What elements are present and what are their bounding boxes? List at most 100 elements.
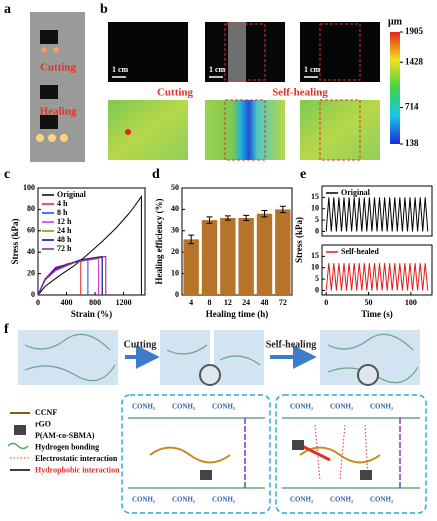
panel-label: a <box>4 2 11 17</box>
group-label: CONH₂ <box>212 403 235 411</box>
plot-frame <box>321 244 433 296</box>
x-tick-label: 0 <box>324 298 328 307</box>
legend-label: 72 h <box>57 244 72 253</box>
height-map <box>108 100 188 160</box>
y-tick-label: 5 <box>315 215 319 224</box>
region <box>319 99 361 161</box>
device <box>40 30 58 44</box>
group-label: CONH₂ <box>172 496 195 504</box>
bar <box>183 239 199 295</box>
cutting-label: Cutting <box>157 87 194 99</box>
x-tick-label: 12 <box>224 298 232 307</box>
panel-label: f <box>4 322 9 337</box>
height-map <box>205 100 285 160</box>
network <box>214 330 264 385</box>
x-tick-label: 100 <box>405 298 417 307</box>
device <box>40 85 58 99</box>
series-line <box>325 263 429 291</box>
x-tick-label: 8 <box>208 298 212 307</box>
rgo <box>200 470 212 480</box>
device <box>40 115 58 129</box>
legend-rgo <box>14 425 26 435</box>
plot-frame <box>321 185 433 237</box>
image <box>108 22 188 82</box>
legend-label: Hydrophobic interaction <box>35 465 120 474</box>
y-tick-label: 0 <box>31 290 35 299</box>
legend-label: CCNF <box>35 408 57 417</box>
colorbar-label: 714 <box>405 102 419 112</box>
bar <box>238 217 254 295</box>
y-axis-label: Stress (kPa) <box>10 218 20 264</box>
y-tick-label: 100 <box>23 183 35 192</box>
x-tick-label: 0 <box>36 298 40 307</box>
scale-label: 1 cm <box>112 65 129 74</box>
region <box>224 23 266 81</box>
network <box>18 330 118 385</box>
chains <box>24 333 419 384</box>
error-bar <box>243 214 250 222</box>
y-tick-label: 20 <box>171 247 179 256</box>
group-label: CONH₂ <box>370 403 393 411</box>
group-label: CONH₂ <box>132 403 155 411</box>
cellulose <box>149 446 381 464</box>
magnifier <box>357 364 379 386</box>
lamp <box>41 47 47 53</box>
y-tick-label: 0 <box>315 285 319 294</box>
y-axis-label: Healing efficiency (%) <box>154 199 164 285</box>
colorbar-label: 138 <box>405 138 419 148</box>
spot <box>125 129 131 135</box>
image <box>300 22 380 82</box>
plot-frame <box>37 187 146 296</box>
y-tick-label: 10 <box>311 204 319 213</box>
y-tick-label: 0 <box>175 290 179 299</box>
x-tick-label: 800 <box>89 298 101 307</box>
y-tick-label: 60 <box>27 226 35 235</box>
y-tick-label: 5 <box>315 274 319 283</box>
series-line <box>325 197 429 232</box>
panel-label: e <box>300 167 306 182</box>
legend-label: Electrostatic interaction <box>35 454 118 463</box>
panel-label: d <box>152 167 160 182</box>
legend-label: rGO <box>35 419 51 428</box>
legend-label: Original <box>341 188 371 197</box>
y-tick-label: 0 <box>315 226 319 235</box>
bar <box>275 209 291 295</box>
schematic <box>7 330 427 514</box>
error-bar <box>279 205 286 214</box>
legend-label: 24 h <box>57 226 72 235</box>
legend-label: 12 h <box>57 217 72 226</box>
colorbar-label: 1428 <box>405 56 424 66</box>
error-bar <box>188 234 195 245</box>
legend-label: 4 h <box>57 199 68 208</box>
healing-label: Healing <box>40 106 77 118</box>
group-label: CONH₂ <box>132 496 155 504</box>
x-tick-label: 72 <box>279 298 287 307</box>
group-label: CONH₂ <box>172 403 195 411</box>
legend-label: Hydrogen bonding <box>35 442 99 451</box>
y-tick-label: 15 <box>311 251 319 260</box>
scale-label: 1 cm <box>209 65 226 74</box>
x-tick-label: 50 <box>365 298 373 307</box>
scale-label: 1 cm <box>304 65 321 74</box>
photo-stack <box>30 12 85 162</box>
lamp <box>48 134 56 142</box>
x-tick-label: 48 <box>261 298 269 307</box>
legend-polymer <box>7 442 29 450</box>
y-tick-label: 80 <box>27 204 35 213</box>
y-tick-label: 10 <box>311 263 319 272</box>
y-tick-label: 40 <box>27 247 35 256</box>
lamp <box>36 134 44 142</box>
height-map <box>300 100 380 160</box>
zoom-box <box>275 394 427 514</box>
error-bar <box>206 216 213 224</box>
backbone <box>128 417 420 489</box>
legend-label: P(AM-co-SBMA) <box>35 431 95 440</box>
y-tick-label: 40 <box>171 204 179 213</box>
group-label: CONH₂ <box>330 403 353 411</box>
x-axis-label: Strain (%) <box>71 309 112 319</box>
self-healing-label: Self-healing <box>266 339 317 350</box>
colorbar <box>390 32 400 144</box>
x-tick-label: 24 <box>242 298 250 307</box>
y-tick-label: 10 <box>171 268 179 277</box>
